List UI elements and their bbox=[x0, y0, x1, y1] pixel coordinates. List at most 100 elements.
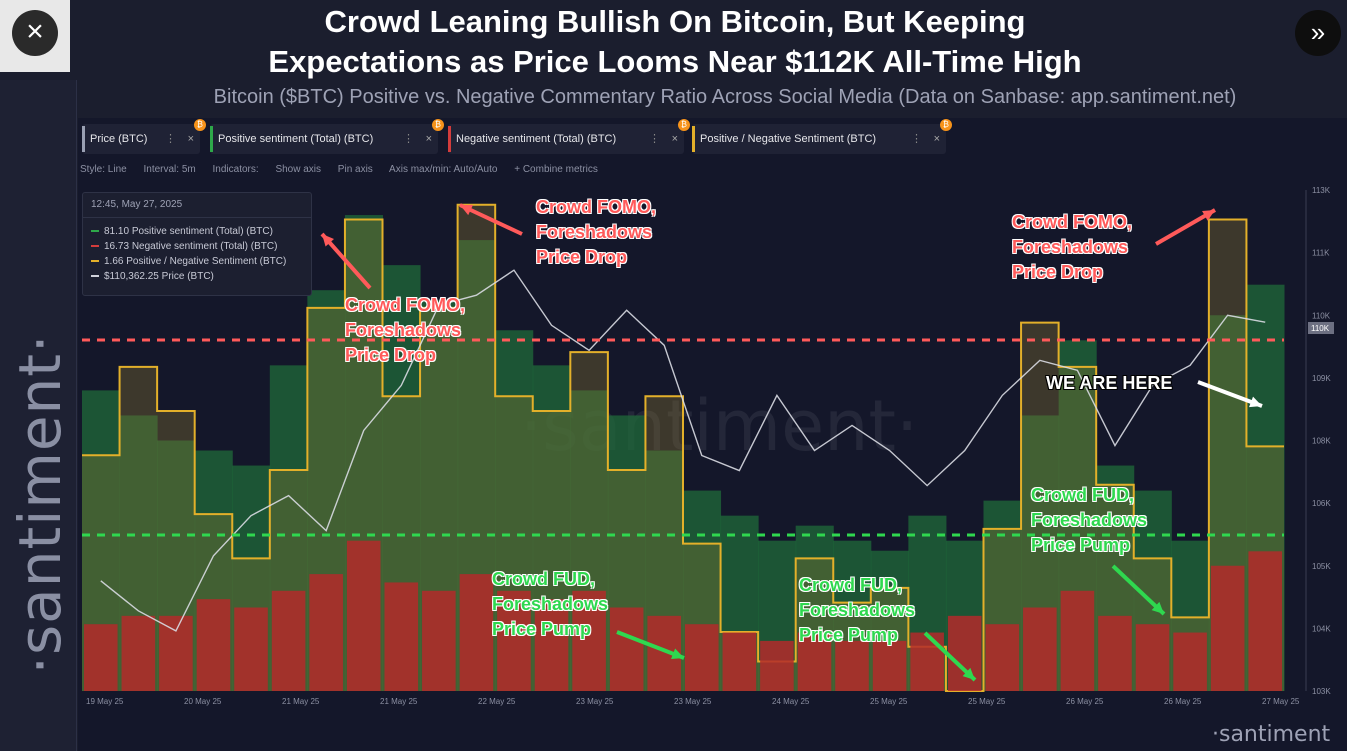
we-are-here-arrow-head bbox=[1249, 396, 1262, 408]
negative-sentiment-bar bbox=[422, 590, 456, 691]
bitcoin-icon: ₿ bbox=[194, 119, 206, 131]
negative-sentiment-bar bbox=[121, 615, 156, 691]
more-options-icon[interactable]: ⋮ bbox=[165, 133, 176, 145]
interval-select[interactable]: Interval: 5m bbox=[143, 164, 196, 175]
negative-sentiment-bar bbox=[271, 590, 306, 691]
bitcoin-icon: ₿ bbox=[678, 119, 690, 131]
ratio-line bbox=[82, 203, 1284, 692]
y-tick-label: 110K bbox=[1312, 311, 1331, 320]
annotation-we-are-here: WE ARE HERE bbox=[1046, 373, 1173, 393]
fomo-arrow-head bbox=[460, 204, 473, 216]
negative-sentiment-bar bbox=[872, 640, 907, 691]
x-tick-label: 27 May 25 bbox=[1262, 697, 1300, 706]
x-tick-label: 21 May 25 bbox=[282, 697, 320, 706]
y-tick-label: 106K bbox=[1312, 499, 1331, 508]
metric-tab-positive[interactable]: Positive sentiment (Total) (BTC) ⋮ × ₿ bbox=[210, 119, 444, 154]
chart-tooltip: 12:45, May 27, 2025 81.10 Positive senti… bbox=[82, 192, 312, 296]
negative-sentiment-bar bbox=[384, 582, 419, 691]
combine-metrics-button[interactable]: + Combine metrics bbox=[514, 164, 598, 175]
negative-sentiment-bar bbox=[159, 615, 193, 691]
negative-sentiment-bar bbox=[1098, 615, 1132, 691]
negative-sentiment-bar bbox=[722, 632, 757, 691]
page-title: Crowd Leaning Bullish On Bitcoin, But Ke… bbox=[120, 2, 1230, 82]
y-tick-label: 103K bbox=[1312, 687, 1331, 696]
negative-sentiment-bar bbox=[459, 574, 494, 691]
metric-tab-ratio[interactable]: Positive / Negative Sentiment (BTC) ⋮ × … bbox=[692, 119, 952, 154]
metric-tab-label: Negative sentiment (Total) (BTC) bbox=[456, 133, 617, 145]
negative-sentiment-bar bbox=[346, 540, 381, 691]
metric-color-bar bbox=[692, 126, 695, 152]
negative-sentiment-bar bbox=[609, 607, 644, 691]
x-tick-label: 26 May 25 bbox=[1164, 697, 1202, 706]
x-tick-label: 22 May 25 bbox=[478, 697, 516, 706]
negative-sentiment-bar bbox=[797, 632, 832, 691]
axis-maxmin-select[interactable]: Axis max/min: Auto/Auto bbox=[389, 164, 498, 175]
remove-metric-icon[interactable]: × bbox=[671, 133, 678, 145]
annotation-fud: Crowd FUD, Foreshadows Price Pump bbox=[492, 569, 609, 639]
metric-tab-price[interactable]: Price (BTC) ⋮ × ₿ bbox=[82, 119, 206, 154]
more-options-icon[interactable]: ⋮ bbox=[911, 133, 922, 145]
remove-metric-icon[interactable]: × bbox=[933, 133, 940, 145]
negative-sentiment-bar bbox=[1248, 551, 1282, 691]
negative-sentiment-bar bbox=[947, 615, 982, 691]
metric-color-bar bbox=[82, 126, 85, 152]
negative-sentiment-bar bbox=[196, 599, 231, 691]
title-line-1: Crowd Leaning Bullish On Bitcoin, But Ke… bbox=[324, 4, 1026, 39]
pin-axis-toggle[interactable]: Pin axis bbox=[337, 164, 373, 175]
show-axis-toggle[interactable]: Show axis bbox=[275, 164, 322, 175]
tooltip-row: $110,362.25 Price (BTC) bbox=[91, 271, 214, 282]
x-tick-label: 25 May 25 bbox=[870, 697, 908, 706]
left-brand-strip: ·santiment· bbox=[0, 80, 77, 751]
fud-arrow-head bbox=[671, 648, 684, 660]
close-button[interactable]: × bbox=[12, 10, 58, 56]
annotation-fomo: Crowd FOMO, Foreshadows Price Drop bbox=[1012, 212, 1132, 282]
annotation-fomo: Crowd FOMO, Foreshadows Price Drop bbox=[345, 295, 465, 365]
metric-color-bar bbox=[448, 126, 451, 152]
page-subtitle: Bitcoin ($BTC) Positive vs. Negative Com… bbox=[213, 86, 1237, 108]
indicators-select[interactable]: Indicators: bbox=[212, 164, 259, 175]
style-select[interactable]: Style: Line bbox=[80, 164, 127, 175]
more-options-icon[interactable]: ⋮ bbox=[649, 133, 660, 145]
negative-sentiment-bar bbox=[234, 607, 268, 691]
x-tick-label: 26 May 25 bbox=[1066, 697, 1104, 706]
title-line-2: Expectations as Price Looms Near $112K A… bbox=[268, 44, 1082, 79]
tooltip-row: 16.73 Negative sentiment (Total) (BTC) bbox=[91, 241, 277, 252]
bitcoin-icon: ₿ bbox=[432, 119, 444, 131]
metric-tab-negative[interactable]: Negative sentiment (Total) (BTC) ⋮ × ₿ bbox=[448, 119, 690, 154]
metric-color-bar bbox=[210, 126, 213, 152]
price-line bbox=[100, 269, 1266, 632]
metric-tab-label: Price (BTC) bbox=[90, 133, 148, 145]
negative-sentiment-bar bbox=[835, 640, 869, 691]
metric-tab-label: Positive sentiment (Total) (BTC) bbox=[218, 133, 374, 145]
next-button[interactable]: » bbox=[1295, 10, 1341, 56]
y-tick-label: 111K bbox=[1312, 249, 1330, 258]
y-tick-label: 109K bbox=[1312, 374, 1331, 383]
y-tick-label: 113K bbox=[1312, 186, 1331, 195]
remove-metric-icon[interactable]: × bbox=[425, 133, 432, 145]
annotation-fomo: Crowd FOMO, Foreshadows Price Drop bbox=[536, 197, 656, 267]
annotation-fud: Crowd FUD, Foreshadows Price Pump bbox=[799, 575, 916, 645]
tooltip-row: 1.66 Positive / Negative Sentiment (BTC) bbox=[91, 256, 286, 267]
remove-metric-icon[interactable]: × bbox=[187, 133, 194, 145]
x-tick-label: 23 May 25 bbox=[674, 697, 712, 706]
x-tick-label: 19 May 25 bbox=[86, 697, 124, 706]
negative-sentiment-bar bbox=[1023, 607, 1057, 691]
negative-sentiment-bar bbox=[84, 624, 118, 691]
negative-sentiment-bar bbox=[1210, 565, 1245, 691]
more-options-icon[interactable]: ⋮ bbox=[403, 133, 414, 145]
x-tick-label: 24 May 25 bbox=[772, 697, 810, 706]
y-tick-label: 105K bbox=[1312, 562, 1331, 571]
chart-toolbar: Style: Line Interval: 5m Indicators: Sho… bbox=[80, 164, 612, 175]
fud-arrow-head bbox=[962, 667, 975, 680]
tooltip-divider bbox=[83, 217, 311, 218]
negative-sentiment-bar bbox=[497, 590, 531, 691]
negative-sentiment-bar bbox=[685, 624, 719, 691]
fomo-arrow-head bbox=[322, 234, 335, 247]
fud-arrow bbox=[616, 630, 685, 660]
fomo-arrow bbox=[320, 232, 372, 290]
negative-sentiment-bar bbox=[760, 640, 794, 691]
x-tick-label: 21 May 25 bbox=[380, 697, 418, 706]
tooltip-row: 81.10 Positive sentiment (Total) (BTC) bbox=[91, 226, 273, 237]
bitcoin-icon: ₿ bbox=[940, 119, 952, 131]
